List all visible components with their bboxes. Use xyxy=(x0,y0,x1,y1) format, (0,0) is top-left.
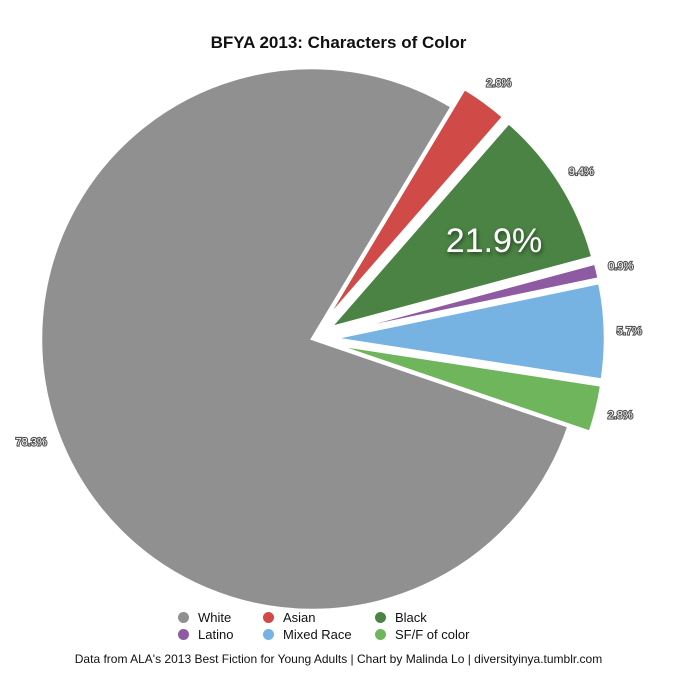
legend-swatch-white xyxy=(178,612,189,623)
combined-percentage-annotation: 21.9% xyxy=(446,222,542,260)
legend-label-asian: Asian xyxy=(283,610,316,625)
pie-slice-latino xyxy=(333,262,601,336)
slices-layer xyxy=(39,66,607,610)
slice-value-label-black: 9.4% xyxy=(569,166,594,178)
pie-slice-sf-f-of-color xyxy=(332,343,603,434)
legend-swatch-sf-f-of-color xyxy=(375,629,386,640)
legend-label-sf-f-of-color: SF/F of color xyxy=(395,627,470,642)
legend-swatch-latino xyxy=(178,629,189,640)
legend-label-mixed-race: Mixed Race xyxy=(283,627,352,642)
labels-layer: 78.3% 2.8% 9.4% 0.9% 5.7% 2.8% xyxy=(14,76,643,449)
legend-swatch-black xyxy=(375,612,386,623)
pie-chart: 78.3% 2.8% 9.4% 0.9% 5.7% 2.8% 21.9% xyxy=(14,66,643,610)
legend-item-latino: Latino xyxy=(178,627,263,642)
legend-swatch-asian xyxy=(263,612,274,623)
pie-slice-white xyxy=(39,66,571,610)
legend: White Asian Black Latino Mixed Race SF/F of c… xyxy=(178,610,518,642)
footer-credit: Data from ALA's 2013 Best Fiction for Yo… xyxy=(74,652,603,666)
slice-value-label-mixed-race: 5.7% xyxy=(617,326,642,338)
chart-title: BFYA 2013: Characters of Color xyxy=(210,33,467,52)
slice-value-label-asian: 2.8% xyxy=(486,77,511,89)
slice-value-label-white: 78.3% xyxy=(16,437,47,449)
legend-label-black: Black xyxy=(395,610,427,625)
pie-slice-black xyxy=(327,121,594,330)
pie-slice-mixed-race xyxy=(333,281,607,382)
legend-item-mixed-race: Mixed Race xyxy=(263,627,375,642)
legend-item-asian: Asian xyxy=(263,610,375,625)
slice-value-label-latino: 0.9% xyxy=(608,260,633,272)
legend-label-latino: Latino xyxy=(198,627,234,642)
legend-item-white: White xyxy=(178,610,263,625)
slice-value-label-sf-f-of-color: 2.8% xyxy=(608,410,633,422)
pie-slice-asian xyxy=(323,87,505,323)
legend-item-black: Black xyxy=(375,610,505,625)
legend-item-sf-f-of-color: SF/F of color xyxy=(375,627,505,642)
legend-swatch-mixed-race xyxy=(263,629,274,640)
legend-label-white: White xyxy=(198,610,232,625)
